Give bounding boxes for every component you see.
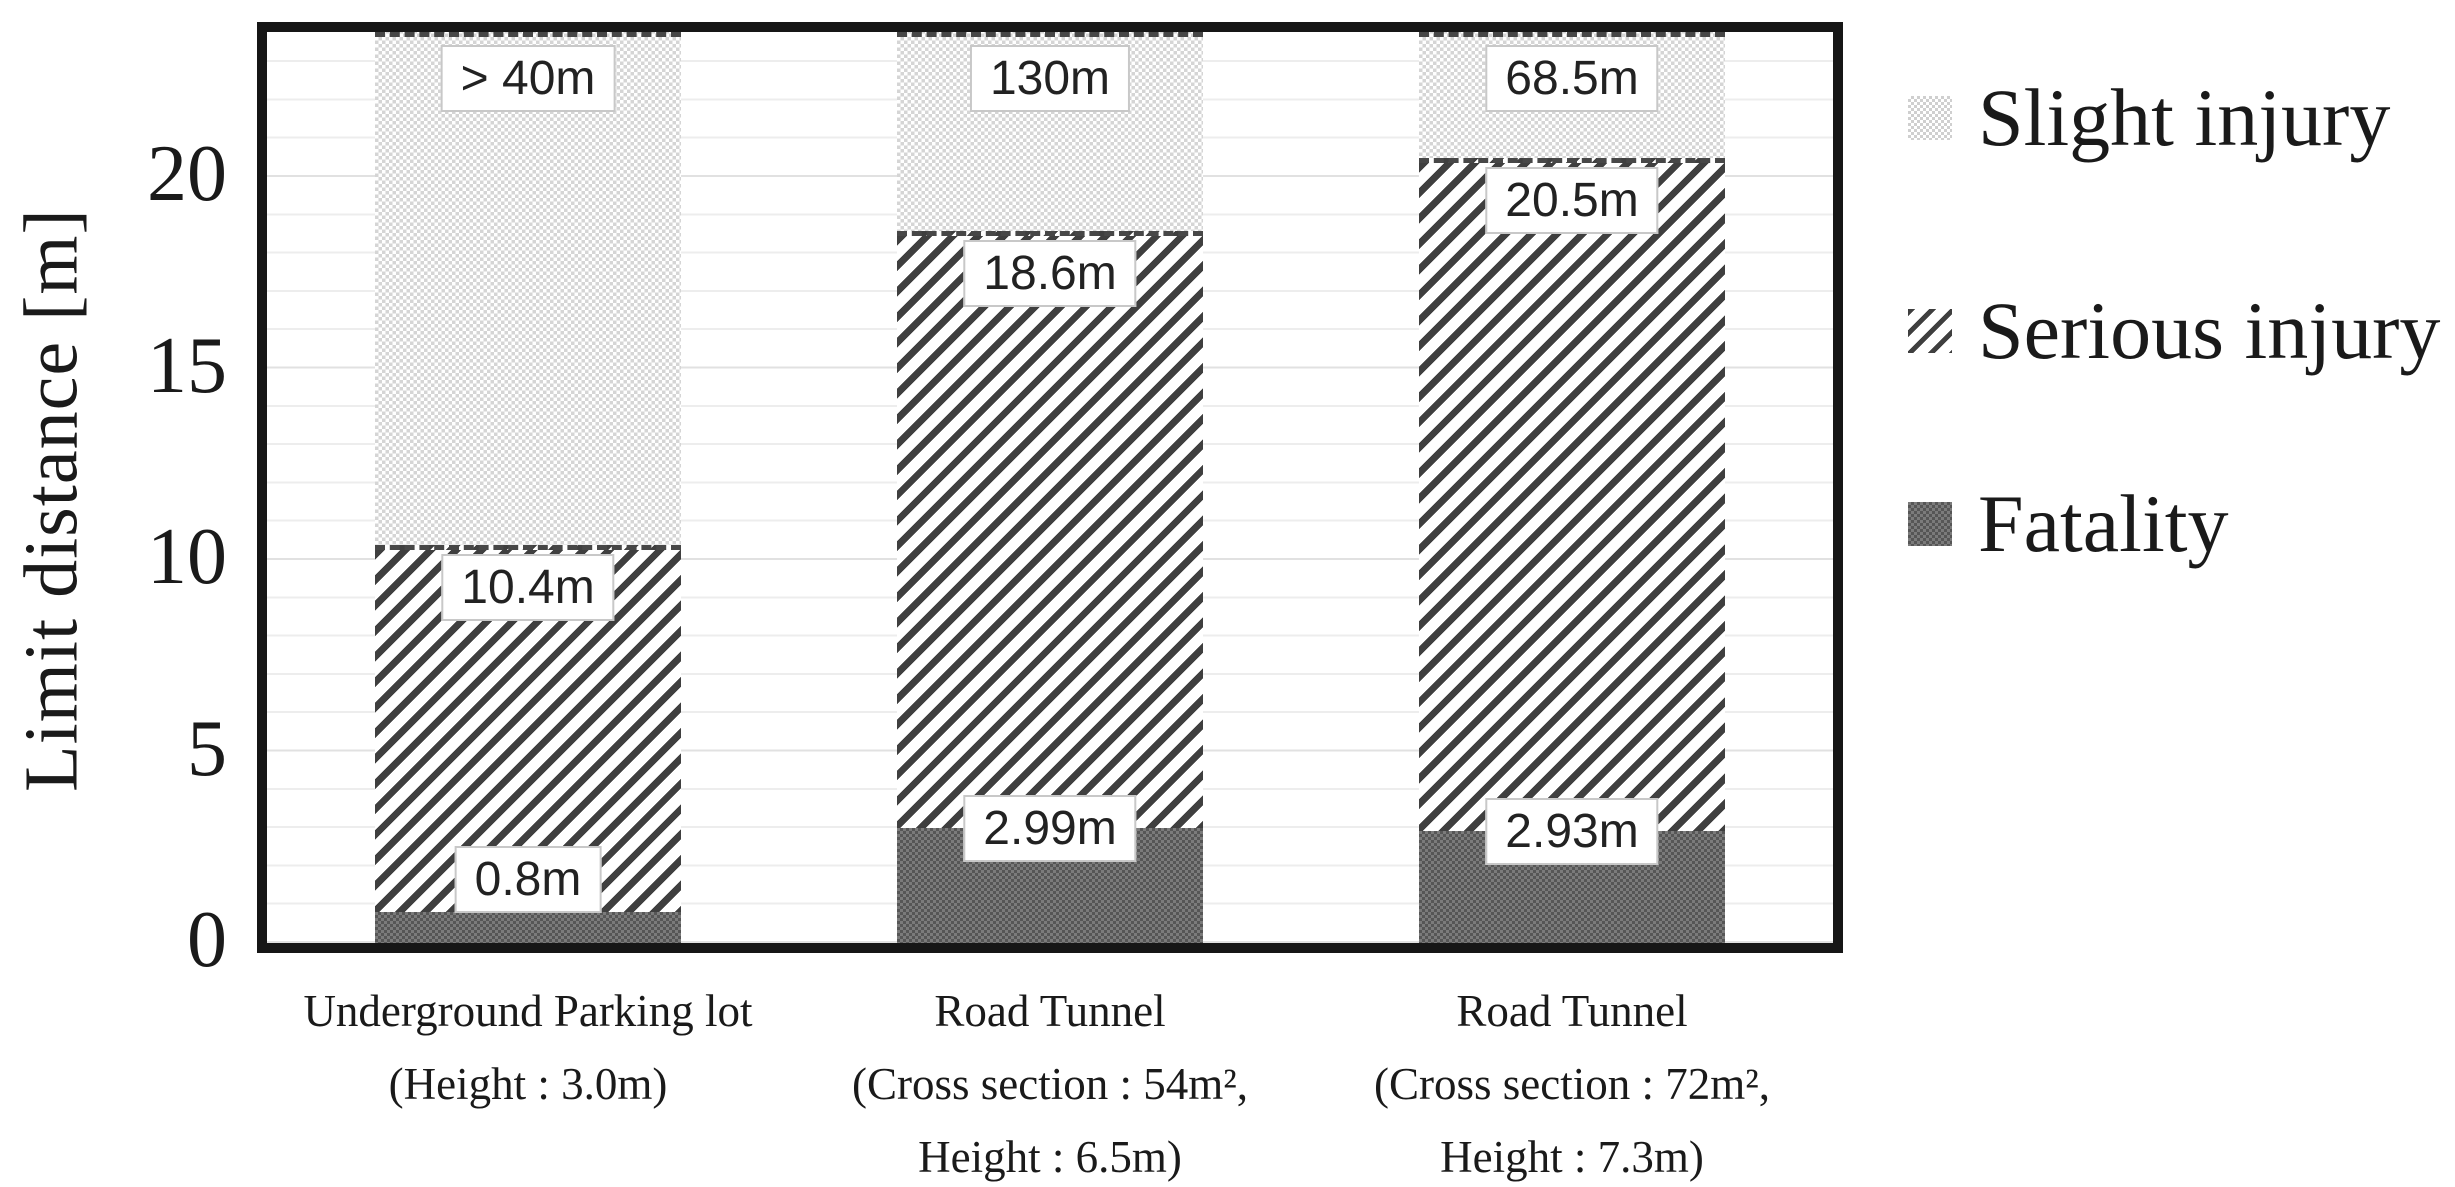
legend-label: Serious injury — [1978, 285, 2441, 376]
x-category-label-line: Underground Parking lot — [303, 986, 753, 1036]
bar-underground-parking-lot-0 — [375, 32, 681, 943]
legend: Slight injury Serious injury Fatality — [1908, 0, 2448, 620]
y-tick-20: 20 — [147, 129, 227, 218]
fatality-swatch-icon — [1908, 502, 1952, 546]
y-tick-0: 0 — [187, 895, 227, 984]
x-category-label-line: (Cross section : 54m², — [852, 1058, 1248, 1109]
x-category-label-line: (Cross section : 72m², — [1374, 1058, 1770, 1109]
bar-road-tunnel-1 — [897, 32, 1203, 943]
label-slight-injury: 68.5m — [1485, 45, 1659, 113]
label-serious-injury: 18.6m — [963, 240, 1137, 308]
label-fatality: 2.99m — [963, 795, 1137, 863]
label-serious-injury: 10.4m — [441, 554, 615, 622]
legend-item-serious-injury: Serious injury — [1908, 281, 2440, 381]
x-category-label-2: Road Tunnel (Cross section : 72m², Height … — [1292, 975, 1852, 1187]
segment-fatality — [375, 912, 681, 943]
y-tick-10: 10 — [147, 512, 227, 601]
y-tick-15: 15 — [147, 321, 227, 410]
label-fatality: 0.8m — [454, 846, 602, 914]
legend-item-fatality: Fatality — [1908, 474, 2229, 574]
serious-injury-swatch-icon — [1908, 309, 1952, 353]
legend-item-slight-injury: Slight injury — [1908, 68, 2390, 168]
x-category-label-line: (Height : 3.0m) — [388, 1058, 668, 1109]
y-tick-5: 5 — [187, 704, 227, 793]
x-category-label-0: Underground Parking lot (Height : 3.0m) — [248, 975, 808, 1121]
slight-injury-swatch-icon — [1908, 96, 1952, 140]
x-category-label-line: Height : 6.5m) — [918, 1131, 1182, 1182]
label-fatality: 2.93m — [1485, 798, 1659, 866]
x-category-label-line: Road Tunnel — [1456, 986, 1688, 1036]
legend-label: Slight injury — [1978, 72, 2391, 163]
segment-serious-injury — [1419, 158, 1725, 831]
label-slight-injury: > 40m — [440, 45, 616, 113]
label-slight-injury: 130m — [969, 45, 1131, 113]
segment-slight-injury — [375, 32, 681, 545]
x-category-label-line: Road Tunnel — [934, 986, 1166, 1036]
x-category-label-line: Height : 7.3m) — [1440, 1131, 1704, 1182]
y-axis-title: Limit distance [m] — [9, 208, 94, 792]
label-serious-injury: 20.5m — [1485, 167, 1659, 235]
plot-area: > 40m 10.4m 0.8m 130m 18.6m 2.99m 68.5m 20.5m 2.… — [257, 22, 1843, 953]
legend-label: Fatality — [1978, 478, 2229, 569]
x-category-label-1: Road Tunnel (Cross section : 54m², Height … — [770, 975, 1330, 1187]
segment-serious-injury — [897, 231, 1203, 828]
